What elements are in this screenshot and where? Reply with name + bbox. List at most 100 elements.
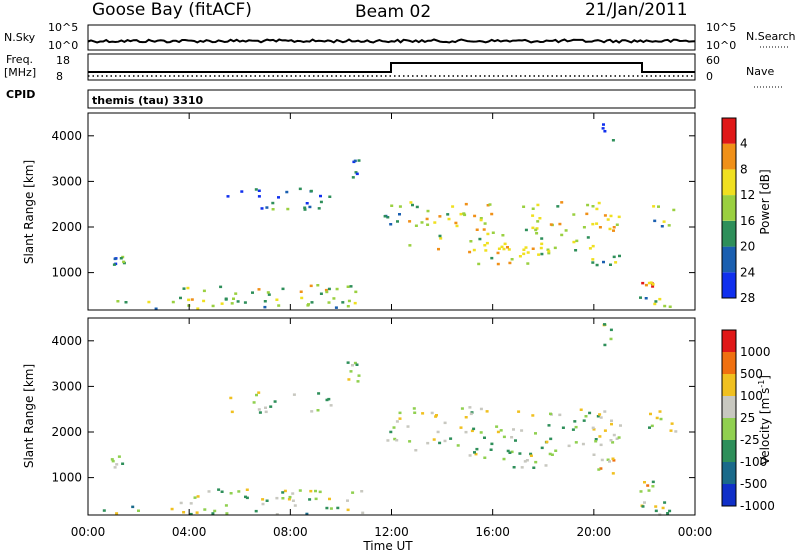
range-cell bbox=[189, 502, 193, 505]
range-cell bbox=[573, 420, 577, 423]
range-cell bbox=[273, 400, 277, 403]
velocity-colorbar-label: Velocity [m s-1] bbox=[757, 375, 772, 465]
range-cell bbox=[245, 496, 249, 500]
range-cell bbox=[651, 485, 655, 488]
range-cell bbox=[260, 207, 264, 210]
power-colorbar: 4 8 12 16 20 24 28 bbox=[721, 117, 755, 305]
colorbar-swatch bbox=[722, 396, 736, 418]
x-tick-label: 08:00 bbox=[273, 525, 308, 539]
range-cell bbox=[261, 502, 265, 506]
range-cell bbox=[257, 195, 261, 198]
range-cell bbox=[360, 490, 364, 493]
range-cell bbox=[291, 492, 295, 495]
range-cell bbox=[603, 130, 607, 133]
colorbar-swatch bbox=[722, 143, 736, 170]
range-cell bbox=[303, 206, 307, 209]
range-cell bbox=[595, 222, 599, 225]
range-cell bbox=[237, 490, 241, 493]
range-cell bbox=[346, 499, 349, 502]
range-cell bbox=[490, 256, 494, 260]
range-cell bbox=[275, 513, 279, 516]
colorbar-swatch bbox=[722, 462, 736, 484]
range-cell bbox=[485, 410, 489, 413]
range-cell bbox=[351, 364, 354, 367]
range-cell bbox=[614, 261, 618, 264]
colorbar-frame bbox=[721, 329, 737, 507]
range-cell bbox=[662, 220, 666, 223]
range-cell bbox=[601, 127, 605, 130]
range-cell bbox=[672, 208, 676, 212]
date-title: 21/Jan/2011 bbox=[585, 0, 688, 20]
range-cell bbox=[426, 223, 430, 226]
range-cell bbox=[211, 512, 215, 515]
range-cell bbox=[211, 304, 215, 308]
range-cell bbox=[567, 444, 571, 448]
range-cell bbox=[288, 495, 292, 499]
range-cell bbox=[586, 203, 590, 207]
range-cell bbox=[261, 498, 265, 501]
range-cell bbox=[281, 491, 285, 494]
power-y-axis: 1000 2000 3000 4000 bbox=[51, 129, 695, 280]
range-cell bbox=[574, 441, 578, 444]
range-cell bbox=[303, 208, 307, 211]
range-cell bbox=[271, 208, 275, 211]
colorbar-level-label: 4 bbox=[740, 137, 748, 151]
range-cell bbox=[230, 302, 234, 305]
range-cell bbox=[540, 242, 544, 246]
range-cell bbox=[612, 255, 616, 259]
range-cell bbox=[346, 305, 350, 308]
range-cell bbox=[588, 411, 592, 415]
range-cell bbox=[147, 300, 151, 304]
range-cell bbox=[526, 262, 530, 265]
range-cell bbox=[463, 213, 467, 217]
range-cell bbox=[347, 299, 351, 303]
range-cell bbox=[479, 431, 483, 434]
range-cell bbox=[420, 221, 424, 224]
range-cell bbox=[317, 207, 321, 210]
range-cell bbox=[654, 300, 658, 303]
range-cell bbox=[490, 442, 494, 446]
range-cell bbox=[554, 449, 558, 452]
range-cell bbox=[666, 512, 670, 515]
range-cell bbox=[443, 439, 447, 443]
nave-tick-top: 60 bbox=[706, 54, 720, 67]
range-cell bbox=[346, 508, 350, 512]
range-cell bbox=[102, 509, 106, 512]
range-cell bbox=[609, 328, 613, 332]
range-cell bbox=[179, 296, 182, 300]
range-cell bbox=[351, 491, 355, 494]
range-cell bbox=[603, 343, 607, 347]
range-cell bbox=[483, 456, 487, 459]
range-cell bbox=[608, 227, 612, 231]
range-cell bbox=[257, 189, 261, 192]
range-cell bbox=[486, 232, 490, 236]
range-cell bbox=[644, 283, 648, 287]
range-cell bbox=[119, 257, 123, 260]
range-cell bbox=[506, 246, 509, 249]
range-cell bbox=[468, 454, 472, 457]
range-cell bbox=[654, 509, 658, 513]
range-cell bbox=[325, 290, 329, 294]
range-cell bbox=[299, 290, 303, 293]
range-cell bbox=[531, 207, 535, 210]
range-cell bbox=[594, 438, 598, 441]
range-cell bbox=[643, 501, 646, 504]
range-cell bbox=[615, 437, 619, 440]
range-cell bbox=[502, 435, 506, 439]
range-cell bbox=[110, 458, 114, 461]
range-cell bbox=[325, 398, 329, 402]
range-cell bbox=[611, 441, 615, 444]
range-cell bbox=[522, 205, 526, 208]
range-cell bbox=[549, 412, 552, 416]
range-cell bbox=[558, 222, 562, 226]
range-cell bbox=[263, 300, 267, 303]
range-cell bbox=[574, 249, 578, 252]
range-cell bbox=[230, 410, 234, 414]
range-cell bbox=[308, 498, 312, 501]
range-cell bbox=[524, 228, 528, 232]
range-cell bbox=[479, 407, 483, 411]
range-cell bbox=[602, 123, 605, 126]
range-cell bbox=[310, 410, 314, 413]
range-cell bbox=[319, 194, 322, 198]
range-cell bbox=[468, 250, 472, 254]
